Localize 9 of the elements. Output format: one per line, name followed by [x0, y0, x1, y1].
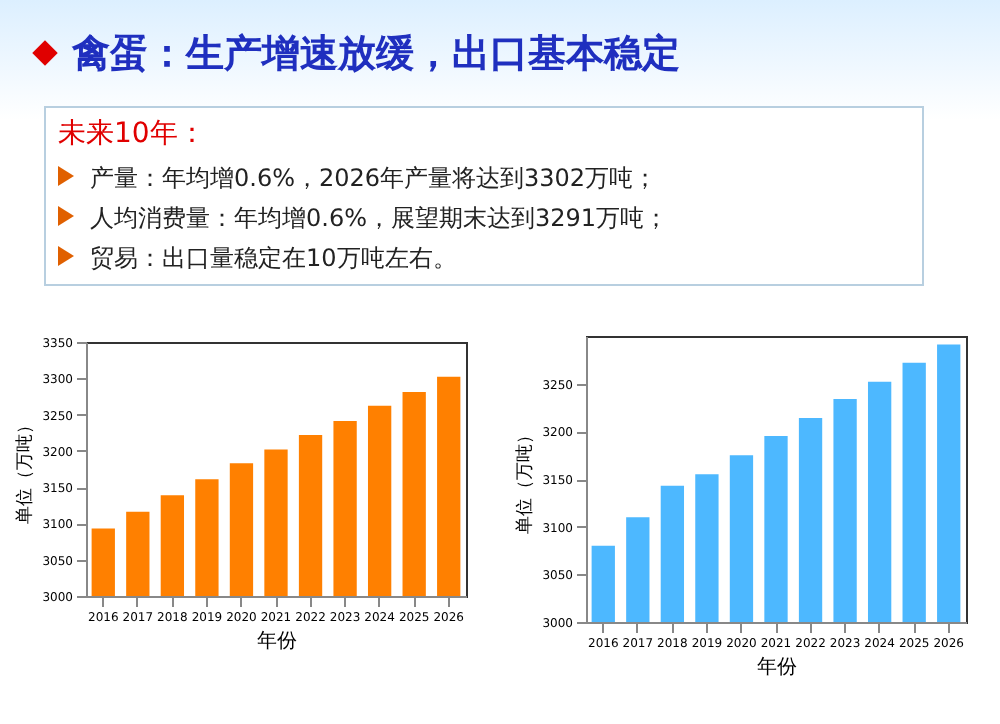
- text: 产量：年均增0.6%，2026年产量将达到3302万吨；: [90, 164, 658, 192]
- x-axis-title: 年份: [257, 629, 297, 653]
- y-axis-title: 单位（万吨）: [14, 416, 37, 524]
- x-axis-title: 年份: [757, 655, 797, 679]
- text: 禽蛋：生产增速放缓，出口基本稳定: [72, 30, 680, 80]
- y-axis-title: 单位（万吨）: [514, 426, 537, 534]
- text: 人均消费量：年均增0.6%，展望期末达到3291万吨；: [90, 204, 669, 232]
- text: 贸易：出口量稳定在10万吨左右。: [90, 244, 457, 272]
- text: 未来10年：: [58, 116, 206, 152]
